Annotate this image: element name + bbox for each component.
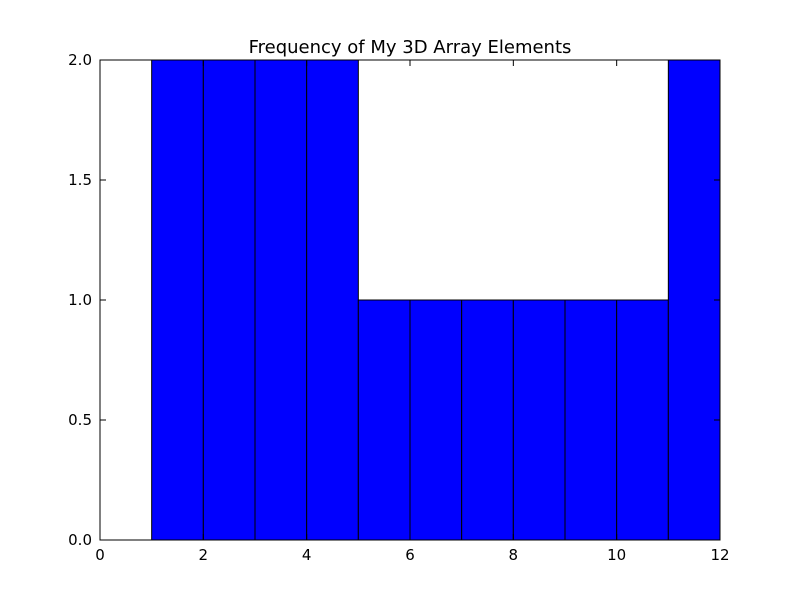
- histogram-bar-2: [202, 59, 256, 541]
- y-tick-label-0: 0.0: [68, 531, 92, 549]
- tick-labels-layer: 0 2 4 6 8 10 12 0.0 0.5 1.0 1.5 2.0: [68, 51, 729, 564]
- histogram-bar-1: [151, 59, 204, 541]
- y-tick-label-4: 2.0: [68, 51, 92, 69]
- x-tick-label-5: 10: [607, 546, 626, 564]
- histogram-bar-8: [512, 299, 566, 541]
- histogram-bar-11: [667, 59, 721, 541]
- x-tick-label-1: 2: [199, 546, 209, 564]
- y-tick-label-3: 1.5: [68, 171, 92, 189]
- y-tick-label-2: 1.0: [68, 291, 92, 309]
- histogram-bar-3: [254, 59, 308, 541]
- x-tick-label-4: 8: [509, 546, 519, 564]
- plot-frame: [99, 59, 721, 541]
- y-tick-label-1: 0.5: [68, 411, 92, 429]
- histogram-bar-6: [409, 299, 463, 541]
- histogram-bar-9: [564, 299, 618, 541]
- x-tick-label-0: 0: [95, 546, 105, 564]
- histogram-bar-5: [357, 299, 411, 541]
- histogram-bar-7: [461, 299, 514, 541]
- x-tick-label-2: 4: [302, 546, 312, 564]
- histogram-bar-10: [616, 299, 669, 541]
- x-tick-label-6: 12: [710, 546, 729, 564]
- x-tick-label-3: 6: [405, 546, 415, 564]
- histogram-bar-4: [306, 59, 359, 541]
- chart-title: Frequency of My 3D Array Elements: [249, 37, 572, 58]
